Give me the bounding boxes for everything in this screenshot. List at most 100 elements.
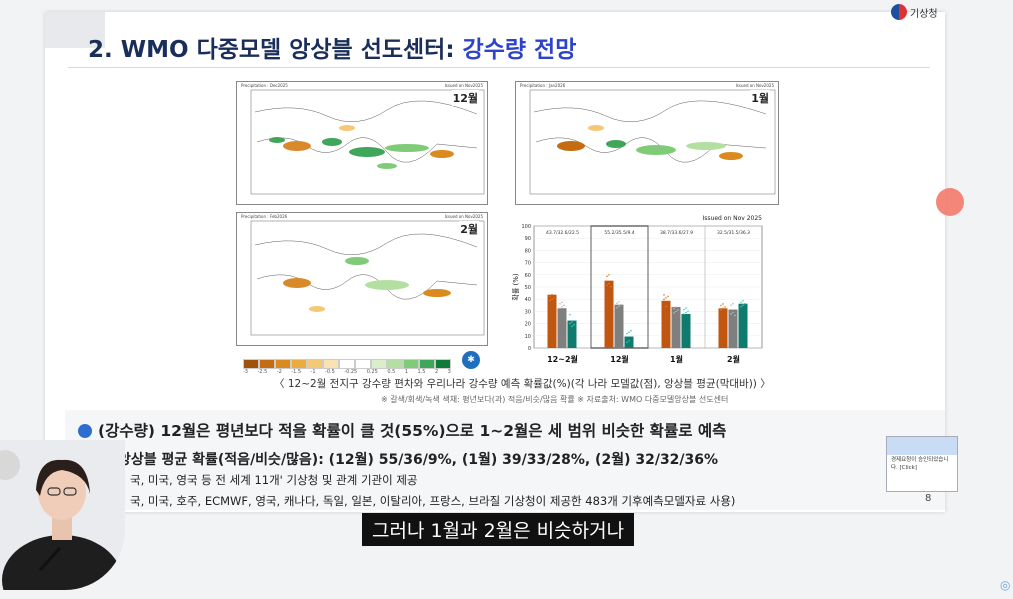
colorbar-tick: -3 bbox=[243, 369, 248, 375]
approval-popup[interactable]: 경제요청이 승인되었습니다. [Click] bbox=[886, 436, 958, 492]
corner-icon[interactable]: ◎ bbox=[1000, 578, 1011, 592]
bar bbox=[624, 336, 634, 348]
pointer-dot bbox=[936, 188, 964, 216]
kma-logo: 기상청 bbox=[891, 4, 938, 20]
popup-text[interactable]: 경제요청이 승인되었습니다. [Click] bbox=[891, 457, 949, 471]
wmo-logo-icon: ✱ bbox=[462, 351, 480, 369]
model-dot bbox=[730, 313, 732, 315]
panel-value-label: 55.2/35.5/9.4 bbox=[604, 230, 634, 236]
colorbar-tick: -1.5 bbox=[291, 369, 302, 375]
model-dot bbox=[626, 332, 628, 335]
y-tick-label: 70 bbox=[525, 261, 531, 267]
y-tick-label: 50 bbox=[525, 285, 531, 291]
figure-subcaption: ※ 갈색/회색/녹색 색채: 평년보다(과) 적음/비슷/많음 확률 ※ 자료출… bbox=[381, 395, 729, 404]
bar-chart-svg: Issued on Nov 2025 0 10 20 30 40 50 60 70 80 90 100… bbox=[511, 215, 763, 364]
colorbar-tick: -2 bbox=[276, 369, 282, 375]
map-dec-image bbox=[250, 89, 485, 195]
model-dot bbox=[683, 308, 685, 311]
colorbar-swatch bbox=[323, 359, 339, 369]
model-dot bbox=[720, 304, 722, 307]
map-month: 2월 bbox=[459, 221, 479, 237]
colorbar-tick: -0.5 bbox=[325, 369, 335, 375]
model-dot bbox=[732, 302, 734, 305]
model-dot bbox=[665, 305, 667, 308]
colorbar-tick: 0.5 bbox=[387, 369, 396, 375]
map-feb-image bbox=[250, 220, 485, 336]
model-dot bbox=[720, 309, 722, 311]
model-dot bbox=[610, 285, 612, 288]
colorbar-tick: 2 bbox=[434, 369, 439, 375]
model-dot bbox=[630, 329, 632, 332]
colorbar-tick: 0.25 bbox=[366, 369, 378, 375]
map-month: 1월 bbox=[750, 90, 770, 106]
model-dot bbox=[608, 282, 610, 285]
y-tick-label: 100 bbox=[521, 224, 531, 230]
panel-value-label: 32.5/31.5/36.3 bbox=[717, 230, 750, 236]
kma-emblem-icon bbox=[891, 4, 907, 20]
colorbar-swatch bbox=[259, 359, 275, 369]
colorbar-ticks: -3 -2.5 -2 -1.5 -1 -0.5 -0.25 0.25 0.5 1 1.5 2 3 bbox=[243, 369, 451, 375]
model-dot bbox=[744, 302, 746, 305]
model-dot bbox=[683, 313, 685, 315]
colorbar-swatch bbox=[387, 359, 403, 369]
chart-title: Issued on Nov 2025 bbox=[703, 215, 763, 222]
y-tick-label: 10 bbox=[525, 334, 531, 340]
colorbar-tick: -1 bbox=[310, 369, 316, 375]
model-dot bbox=[626, 341, 628, 344]
model-dot bbox=[551, 298, 553, 300]
model-dot bbox=[724, 306, 726, 308]
model-dot bbox=[740, 305, 742, 308]
colorbar bbox=[243, 359, 451, 369]
y-tick-label: 30 bbox=[525, 309, 531, 315]
model-dot bbox=[742, 304, 744, 306]
model-dot bbox=[569, 313, 571, 316]
presenter-video bbox=[0, 440, 125, 590]
model-dot bbox=[628, 340, 630, 342]
colorbar-swatch bbox=[307, 359, 323, 369]
x-tick-label: 2월 bbox=[727, 354, 740, 364]
model-dot bbox=[734, 314, 736, 317]
map-header: Precipitation : Dec2025 bbox=[241, 83, 288, 88]
model-dot bbox=[673, 307, 675, 310]
model-dot bbox=[732, 311, 734, 314]
model-dot bbox=[616, 302, 618, 305]
map-header: Precipitation : Feb2026 bbox=[241, 214, 288, 219]
y-tick-label: 0 bbox=[528, 346, 531, 352]
model-dot bbox=[675, 310, 677, 313]
colorbar-tick: -2.5 bbox=[257, 369, 268, 375]
model-dot bbox=[620, 303, 622, 306]
map-month: 12월 bbox=[451, 90, 479, 106]
model-dot bbox=[667, 295, 669, 298]
x-tick-label: 12월 bbox=[610, 354, 629, 364]
bar bbox=[567, 320, 577, 348]
title-accent bbox=[45, 12, 105, 48]
colorbar-swatch bbox=[435, 359, 451, 369]
model-dot bbox=[551, 293, 553, 296]
bar bbox=[718, 308, 728, 348]
model-dot bbox=[549, 299, 551, 302]
model-dot bbox=[549, 295, 551, 297]
summary-band bbox=[65, 410, 945, 510]
page-title: 2. WMO 다중모델 앙상블 선도센터: 강수량 전망 bbox=[88, 37, 577, 63]
summary-line-1: (강수량) 12월은 평년보다 적을 확률이 클 것(55%)으로 1~2월은 … bbox=[78, 419, 726, 441]
model-dot bbox=[685, 311, 687, 314]
model-dot bbox=[561, 305, 563, 308]
bar bbox=[661, 300, 671, 348]
bar bbox=[738, 303, 748, 348]
check-bullet-icon bbox=[78, 424, 92, 438]
map-issued: Issued on Nov2025 bbox=[444, 83, 483, 88]
model-dot bbox=[571, 325, 573, 328]
colorbar-swatch bbox=[275, 359, 291, 369]
model-dot bbox=[740, 301, 742, 304]
map-jan-image bbox=[529, 89, 776, 195]
page-number: 8 bbox=[925, 493, 932, 504]
y-axis-label: 확률 (%) bbox=[512, 273, 520, 300]
y-tick-label: 40 bbox=[525, 297, 531, 303]
colorbar-swatch bbox=[419, 359, 435, 369]
model-dot bbox=[606, 284, 608, 286]
model-dot bbox=[628, 331, 630, 333]
model-dot bbox=[608, 274, 610, 276]
model-dot bbox=[687, 310, 689, 312]
colorbar-swatch bbox=[355, 359, 371, 369]
popup-header bbox=[887, 437, 957, 455]
